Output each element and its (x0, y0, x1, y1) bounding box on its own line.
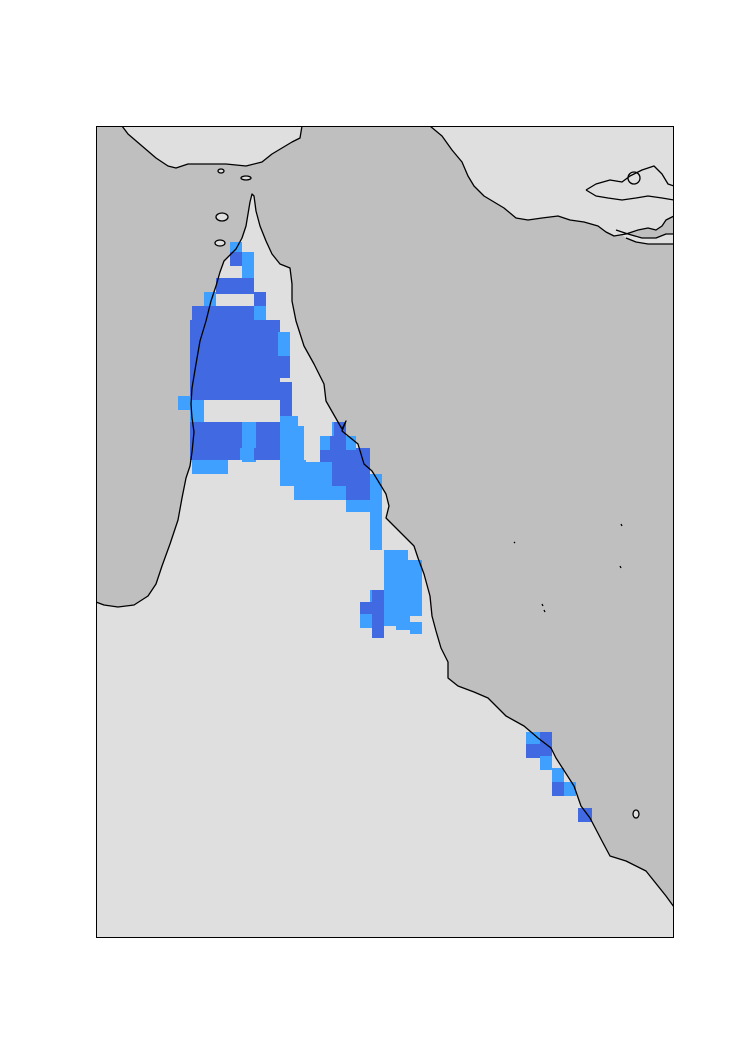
grid-cell-light (306, 488, 334, 500)
coastline-layer (96, 126, 674, 908)
grid-cell-dark (334, 422, 346, 462)
grid-cell-light (396, 550, 408, 560)
grid-cell-light (552, 768, 564, 782)
grid-cell-light (358, 500, 382, 512)
land-island-fraser (633, 810, 639, 818)
land-island-fly-1 (241, 176, 251, 180)
grid-cell-dark (280, 356, 290, 378)
land-island-torres-1 (216, 213, 228, 221)
grid-cell-light (396, 560, 422, 610)
coastline-reef-dots (513, 523, 623, 613)
land-new-guinea-west (122, 126, 302, 168)
land-island-fly-2 (218, 169, 224, 173)
land-island-torres-2 (215, 240, 225, 246)
grid-cell-light (384, 614, 396, 626)
grid-cell-light (294, 486, 308, 500)
grid-cell-light (242, 252, 254, 266)
grid-cell-dark (540, 732, 552, 744)
grid-cell-dark (190, 448, 240, 460)
coastline-mainland (96, 193, 674, 908)
grid-cell-dark (552, 782, 564, 796)
grid-cell-light (178, 396, 192, 410)
grid-cell-light (280, 460, 306, 486)
grid-cell-light (370, 488, 382, 500)
grid-cell-light (254, 306, 266, 320)
grid-cell-light (346, 500, 358, 512)
grid-cell-light (190, 400, 204, 422)
grid-cell-dark (254, 292, 266, 306)
grid-cell-dark (254, 448, 280, 460)
grid-cell-light (320, 436, 330, 450)
coastline-louisiade-tip (615, 229, 674, 245)
grid-cell-dark (372, 590, 384, 638)
coastline-island-fly-2 (217, 168, 225, 174)
map-frame (96, 126, 674, 938)
grid-cell-dark (358, 460, 370, 500)
coastline-new-guinea-west (121, 126, 303, 169)
grid-cell-light (370, 524, 382, 550)
land-papua-new-guinea (430, 126, 674, 236)
coastline-island-fly-1 (240, 175, 252, 181)
grid-cell-light (346, 436, 356, 450)
land-louisiade-tip (616, 230, 674, 244)
grid-cell-light (564, 782, 576, 796)
grid-cell-dark (346, 448, 358, 500)
grid-cell-light (292, 416, 298, 426)
grid-cell-light (360, 614, 372, 628)
map-panel (96, 126, 674, 938)
grid-cell-dark (190, 422, 280, 448)
grid-cell-dark (192, 306, 254, 320)
coastline-island-png-1 (627, 171, 641, 185)
grid-cell-dark (332, 462, 346, 486)
grid-cell-dark (360, 602, 372, 616)
grid-cell-light (230, 242, 242, 252)
grid-cell-light (332, 486, 346, 500)
grid-cell-light (410, 622, 422, 634)
coastline-island-torres-2 (214, 239, 226, 247)
grid-cell-light (396, 610, 410, 630)
grid-cell-light (370, 512, 382, 524)
grid-cell-light (540, 756, 552, 770)
map-canvas (96, 126, 674, 938)
grid-cell-light (280, 416, 292, 460)
grid-cell-light (526, 732, 540, 744)
grid-cell-dark (190, 320, 280, 400)
grid-cell-light (278, 332, 290, 356)
grid-cell-dark (216, 278, 254, 294)
grid-cell-light (192, 460, 228, 474)
grid-cell-light (370, 474, 382, 488)
grid-cell-light (240, 448, 254, 460)
grid-cell-dark (578, 808, 592, 822)
grid-cell-dark (526, 744, 552, 758)
coastline-island-torres-1 (215, 212, 229, 222)
grid-cell-dark (268, 422, 280, 432)
grid-cell-dark (230, 252, 242, 266)
grid-cell-light (306, 462, 332, 488)
coastline-island-fraser (632, 809, 640, 819)
coastline-papua-new-guinea (429, 126, 674, 237)
